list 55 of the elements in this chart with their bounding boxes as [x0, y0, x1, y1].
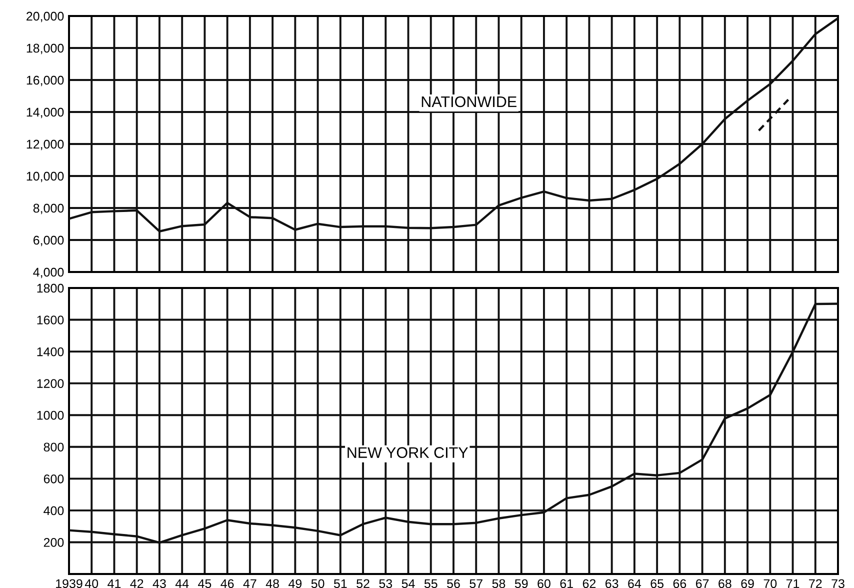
x-tick-label: 41: [108, 579, 121, 588]
x-tick-label: 44: [175, 579, 189, 588]
y-tick-label: 400: [44, 506, 64, 516]
x-tick-label: 65: [650, 579, 664, 588]
x-tick-label: 45: [198, 579, 212, 588]
x-tick-label: 73: [832, 579, 844, 588]
x-tick-label: 55: [424, 579, 438, 588]
y-tick-label: 6,000: [33, 236, 64, 246]
x-tick-label: 51: [334, 579, 347, 588]
x-tick-label: 59: [514, 579, 528, 588]
x-tick-label: 57: [470, 579, 482, 588]
x-tick-label: 71: [786, 579, 800, 588]
y-tick-label: 20,000: [26, 12, 64, 22]
x-tick-label: 66: [673, 579, 686, 588]
x-tick-label: 70: [764, 579, 777, 588]
y-tick-label: 10,000: [26, 172, 64, 182]
y-tick-label: 800: [44, 442, 64, 452]
x-tick-label: 61: [560, 579, 573, 588]
x-tick-label: 46: [220, 579, 234, 588]
x-tick-label: 43: [152, 579, 166, 588]
x-tick-label: 67: [696, 579, 709, 588]
x-tick-label: 52: [356, 579, 370, 588]
x-tick-label: 60: [538, 579, 550, 588]
x-tick-label: 42: [130, 579, 144, 588]
x-tick-label: 72: [809, 579, 822, 588]
x-tick-label: 64: [628, 579, 642, 588]
x-tick-label: 1939: [56, 579, 82, 588]
x-tick-label: 69: [741, 579, 754, 588]
y-tick-label: 1800: [37, 284, 64, 293]
y-tick-label: 1600: [37, 316, 64, 324]
x-tick-label: 62: [582, 579, 596, 588]
x-tick-label: 53: [379, 579, 392, 588]
y-tick-label: 600: [44, 474, 64, 484]
y-tick-label: 4,000: [33, 268, 64, 278]
y-tick-label: 16,000: [26, 76, 64, 86]
x-tick-label: 54: [402, 579, 415, 588]
x-tick-label: 40: [84, 579, 98, 588]
x-tick-label: 47: [243, 579, 256, 588]
x-tick-label: 68: [718, 579, 732, 588]
y-tick-label: 1400: [37, 347, 64, 356]
y-tick-label: 200: [44, 538, 64, 547]
x-tick-label: 49: [288, 579, 302, 588]
annotation: NATIONWIDE: [422, 96, 516, 108]
x-tick-label: 56: [447, 579, 460, 588]
y-tick-label: 14,000: [26, 108, 64, 118]
y-tick-label: 8,000: [33, 204, 64, 214]
x-tick-label: 48: [266, 579, 279, 588]
x-tick-label: 58: [492, 579, 506, 588]
y-tick-label: 18,000: [26, 44, 64, 54]
x-tick-label: 63: [606, 579, 618, 588]
annotation: NEW YORK CITY: [348, 447, 468, 458]
y-tick-label: 12,000: [26, 140, 64, 150]
y-tick-label: 1200: [37, 379, 64, 388]
x-tick-label: 50: [311, 579, 324, 588]
y-tick-label: 1000: [37, 410, 64, 420]
